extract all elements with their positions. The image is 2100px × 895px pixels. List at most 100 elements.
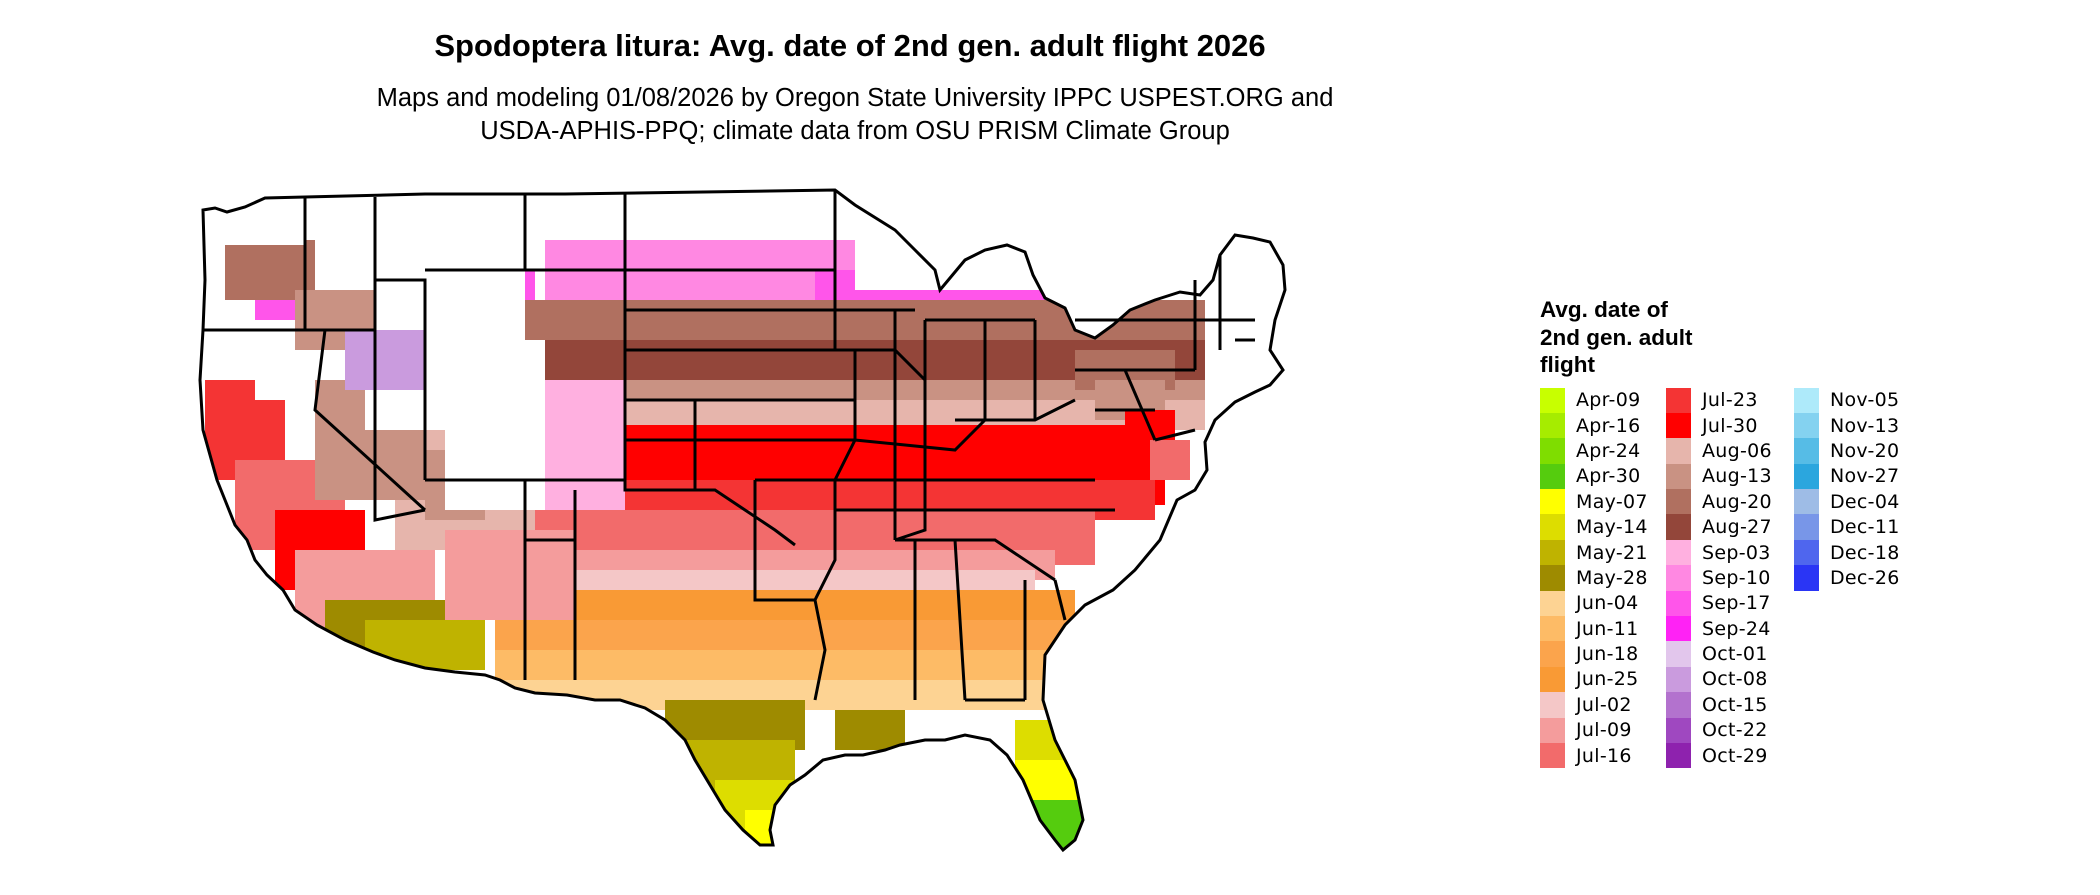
legend-item: May-21 — [1540, 539, 1648, 566]
legend-label: Nov-13 — [1830, 414, 1900, 437]
legend-label: Jun-25 — [1576, 668, 1639, 691]
legend-title-line-3: flight — [1540, 352, 1595, 377]
legend-swatch — [1666, 438, 1691, 464]
legend-swatch — [1540, 590, 1565, 617]
legend-label: Nov-27 — [1830, 465, 1900, 488]
legend-item: Aug-13 — [1666, 463, 1772, 490]
legend-title: Avg. date of 2nd gen. adult flight — [1540, 296, 1760, 379]
legend-swatch — [1666, 742, 1691, 769]
legend-label: Jul-30 — [1702, 414, 1758, 437]
legend-item: Jul-02 — [1540, 692, 1648, 718]
legend-item: Sep-24 — [1666, 616, 1772, 642]
legend-swatch — [1540, 387, 1565, 413]
map-title: Spodoptera litura: Avg. date of 2nd gen.… — [434, 28, 1266, 63]
legend-swatch — [1666, 514, 1691, 540]
legend-item: Jun-11 — [1540, 616, 1648, 642]
legend-item: Aug-20 — [1666, 489, 1772, 515]
legend-swatch — [1794, 387, 1819, 413]
legend-item: Jul-30 — [1666, 412, 1772, 439]
legend-item: Oct-15 — [1666, 692, 1772, 718]
legend-item: Nov-13 — [1794, 412, 1900, 439]
legend-swatch — [1666, 565, 1691, 591]
legend-column-3: Nov-05 Nov-13 Nov-20 Nov-27 Dec-04 Dec-11 Dec-… — [1794, 387, 1900, 591]
legend-title-line-2: 2nd gen. adult — [1540, 324, 1693, 350]
legend-item: Dec-18 — [1794, 539, 1900, 566]
legend-swatch — [1540, 641, 1565, 667]
legend-item: Jun-25 — [1540, 666, 1648, 693]
legend-swatch — [1666, 539, 1691, 566]
legend-swatch — [1540, 514, 1565, 540]
legend-item: Jul-09 — [1540, 717, 1648, 743]
legend-label: Apr-09 — [1576, 389, 1641, 412]
legend-label: Oct-01 — [1702, 643, 1768, 666]
legend-label: Oct-29 — [1702, 744, 1768, 767]
legend-swatch — [1794, 489, 1819, 515]
legend-swatch — [1666, 590, 1691, 617]
legend-swatch — [1666, 692, 1691, 718]
legend-swatch — [1540, 539, 1565, 566]
legend-item: May-28 — [1540, 565, 1648, 591]
legend-item: Jun-18 — [1540, 641, 1648, 667]
legend-item: Sep-10 — [1666, 565, 1772, 591]
legend-swatch — [1540, 438, 1565, 464]
legend-item: Jul-23 — [1666, 387, 1772, 413]
legend-swatch — [1540, 565, 1565, 591]
legend-label: Sep-17 — [1702, 592, 1771, 615]
legend-item: Oct-08 — [1666, 666, 1772, 693]
legend-label: Jun-11 — [1576, 617, 1639, 640]
legend-item: Jun-04 — [1540, 590, 1648, 617]
legend-swatch — [1666, 489, 1691, 515]
legend-swatch — [1666, 387, 1691, 413]
legend-label: May-21 — [1576, 541, 1648, 564]
legend-swatch — [1666, 616, 1691, 642]
legend-swatch — [1666, 717, 1691, 743]
legend-label: Sep-03 — [1702, 541, 1771, 564]
legend-swatch — [1666, 641, 1691, 667]
map-subtitle: Maps and modeling 01/08/2026 by Oregon S… — [290, 82, 1420, 148]
legend-item: Dec-11 — [1794, 514, 1900, 540]
legend-label: May-14 — [1576, 516, 1648, 539]
legend-label: Aug-20 — [1702, 490, 1772, 513]
legend-item: Sep-17 — [1666, 590, 1772, 617]
legend-label: Dec-26 — [1830, 566, 1900, 589]
legend-label: Jul-09 — [1576, 719, 1632, 742]
us-flight-date-map — [198, 188, 1287, 853]
legend-swatch — [1540, 717, 1565, 743]
legend-item: Sep-03 — [1666, 539, 1772, 566]
legend-item: Apr-30 — [1540, 463, 1648, 490]
legend-swatch — [1540, 412, 1565, 439]
legend-swatch — [1666, 412, 1691, 439]
legend-swatch — [1794, 412, 1819, 439]
legend-column-2: Jul-23 Jul-30 Aug-06 Aug-13 Aug-20 Aug-27 Sep-… — [1666, 387, 1772, 769]
legend-label: Jul-02 — [1576, 693, 1632, 716]
legend-label: Dec-04 — [1830, 490, 1900, 513]
legend-label: Jun-04 — [1576, 592, 1639, 615]
legend-item: Nov-27 — [1794, 463, 1900, 490]
legend-label: Nov-05 — [1830, 389, 1900, 412]
legend-swatch — [1540, 742, 1565, 769]
legend-swatch — [1794, 539, 1819, 566]
legend: Avg. date of 2nd gen. adult flight Apr-0… — [1540, 296, 1970, 778]
legend-label: Aug-06 — [1702, 439, 1772, 462]
legend-item: Apr-16 — [1540, 412, 1648, 439]
legend-swatch — [1794, 463, 1819, 490]
legend-item: Apr-24 — [1540, 438, 1648, 464]
legend-item: Jul-16 — [1540, 742, 1648, 769]
legend-label: Dec-11 — [1830, 516, 1900, 539]
legend-swatch — [1540, 616, 1565, 642]
legend-swatch — [1540, 489, 1565, 515]
legend-column-1: Apr-09 Apr-16 Apr-24 Apr-30 May-07 May-14 May-… — [1540, 387, 1648, 769]
flight-date-raster — [200, 190, 1285, 850]
subtitle-line-2: USDA-APHIS-PPQ; climate data from OSU PR… — [480, 117, 1230, 145]
legend-label: Sep-10 — [1702, 566, 1771, 589]
legend-swatch — [1794, 514, 1819, 540]
legend-label: Jun-18 — [1576, 643, 1639, 666]
state-boundaries — [198, 188, 1287, 853]
legend-title-line-1: Avg. date of — [1540, 297, 1668, 322]
legend-swatch — [1540, 666, 1565, 693]
legend-label: Oct-15 — [1702, 693, 1768, 716]
legend-swatch — [1540, 692, 1565, 718]
legend-swatch — [1794, 565, 1819, 591]
legend-label: Oct-22 — [1702, 719, 1768, 742]
legend-item: Oct-01 — [1666, 641, 1772, 667]
